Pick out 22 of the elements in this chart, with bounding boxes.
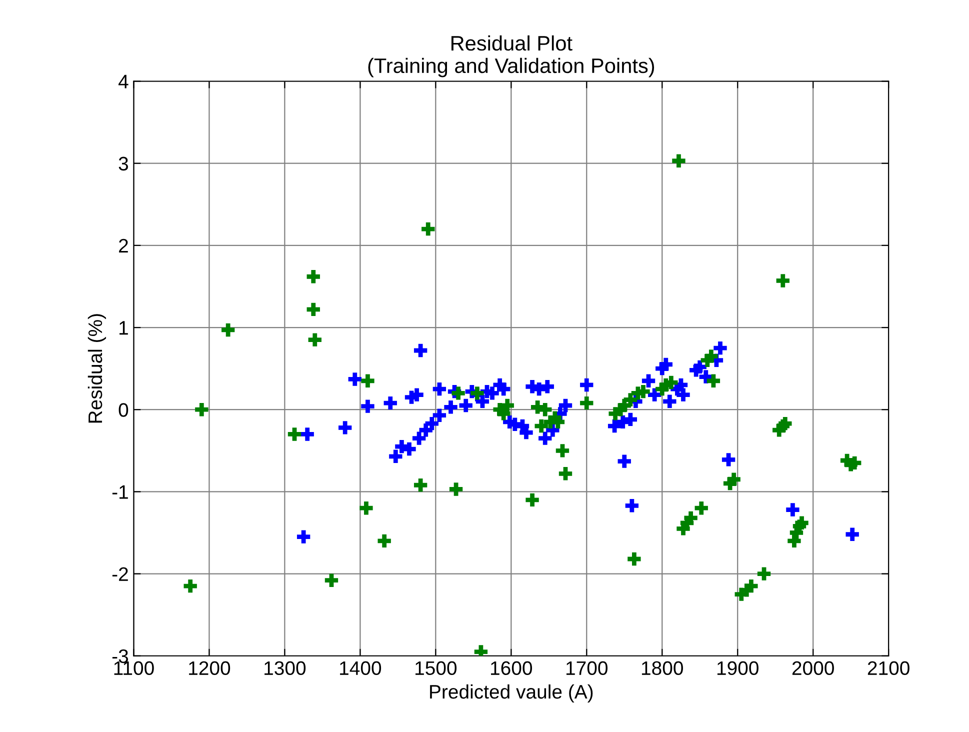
x-tick-label: 2100 [868, 661, 910, 676]
x-tick-label: 1100 [114, 661, 154, 676]
x-tick-label: 1700 [566, 661, 608, 676]
y-tick-label: 3 [118, 156, 128, 171]
x-tick-label: 1500 [416, 661, 457, 676]
x-axis-title: Predicted vaule (A) [430, 684, 593, 703]
y-axis-title: Residual (%) [88, 314, 106, 423]
chart-title: Residual Plot (Training and Validation Points) [368, 35, 654, 78]
y-tick-label: 4 [118, 74, 128, 88]
x-tick-label: 1300 [264, 661, 306, 676]
x-tick-label: 1800 [642, 661, 683, 676]
y-tick-label: 1 [120, 321, 128, 335]
y-tick-label: -3 [112, 649, 128, 664]
y-tick-label: 2 [119, 238, 128, 252]
x-tick-label: 1600 [491, 661, 532, 676]
y-tick-label: -2 [112, 567, 128, 581]
x-tick-label: 2000 [792, 661, 834, 676]
x-tick-label: 1900 [717, 661, 758, 676]
y-tick-label: -1 [112, 485, 128, 499]
x-tick-label: 1400 [340, 661, 382, 676]
x-tick-label: 1200 [189, 661, 230, 676]
y-tick-label: 0 [118, 403, 128, 417]
